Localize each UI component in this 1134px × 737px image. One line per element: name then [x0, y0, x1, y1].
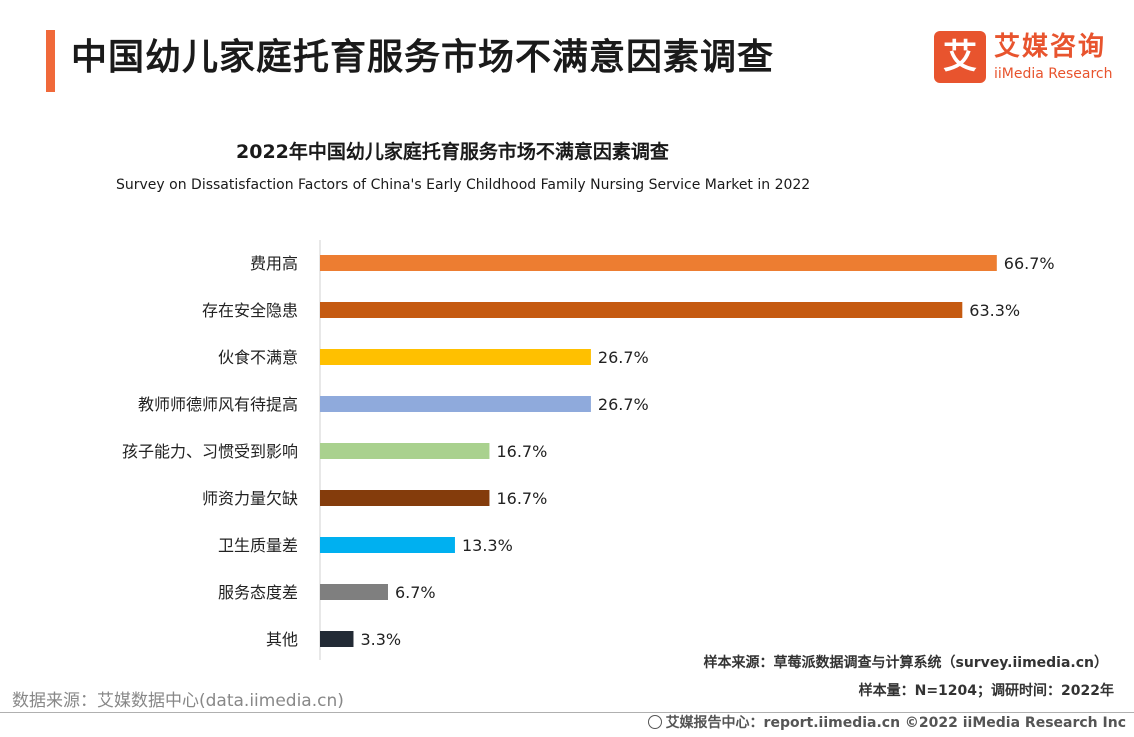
- value-label-5: 16.7%: [496, 442, 547, 461]
- globe-icon: [647, 715, 662, 729]
- category-label-2: 存在安全隐患: [202, 301, 298, 320]
- footer-divider: [0, 712, 1134, 713]
- bar-3: [320, 349, 591, 365]
- value-label-1: 66.7%: [1004, 254, 1055, 273]
- value-label-4: 26.7%: [598, 395, 649, 414]
- category-label-4: 教师师德师风有待提高: [138, 395, 298, 414]
- category-label-8: 服务态度差: [218, 583, 298, 602]
- bar-9: [320, 631, 354, 647]
- value-label-3: 26.7%: [598, 348, 649, 367]
- footer-text: 艾媒报告中心：report.iimedia.cn ©2022 iiMedia R…: [665, 715, 1126, 731]
- title-accent-bar: [46, 30, 55, 92]
- bar-4: [320, 396, 591, 412]
- logo-mark-icon: 艾: [934, 31, 986, 83]
- logo-english-name: iiMedia Research: [994, 66, 1113, 82]
- category-label-9: 其他: [266, 630, 298, 649]
- sample-size-note: 样本量：N=1204；调研时间：2022年: [858, 683, 1114, 699]
- value-label-7: 13.3%: [462, 536, 513, 555]
- category-label-5: 孩子能力、习惯受到影响: [122, 442, 298, 461]
- logo-chinese-name: 艾媒咨询: [994, 32, 1107, 62]
- page-title: 中国幼儿家庭托育服务市场不满意因素调查: [71, 37, 775, 78]
- bar-7: [320, 537, 455, 553]
- value-label-8: 6.7%: [395, 583, 436, 602]
- chart-title: 2022年中国幼儿家庭托育服务市场不满意因素调查: [236, 141, 669, 163]
- value-label-9: 3.3%: [360, 630, 401, 649]
- bar-6: [320, 490, 490, 506]
- category-label-3: 伙食不满意: [218, 348, 298, 367]
- bar-5: [320, 443, 490, 459]
- bar-2: [320, 302, 963, 318]
- category-label-7: 卫生质量差: [218, 536, 298, 555]
- footer: 艾媒报告中心：report.iimedia.cn ©2022 iiMedia R…: [647, 713, 1126, 733]
- value-label-6: 16.7%: [496, 489, 547, 508]
- category-label-6: 师资力量欠缺: [202, 489, 298, 508]
- bar-1: [320, 255, 997, 271]
- chart-subtitle: Survey on Dissatisfaction Factors of Chi…: [116, 177, 811, 193]
- sample-source-note: 样本来源：草莓派数据调查与计算系统（survey.iimedia.cn）: [703, 655, 1108, 671]
- value-label-2: 63.3%: [969, 301, 1020, 320]
- category-label-1: 费用高: [250, 254, 298, 273]
- brand-logo: 艾 艾媒咨询 iiMedia Research: [934, 31, 1134, 85]
- bar-8: [320, 584, 388, 600]
- data-source-note: 数据来源：艾媒数据中心(data.iimedia.cn): [12, 691, 344, 711]
